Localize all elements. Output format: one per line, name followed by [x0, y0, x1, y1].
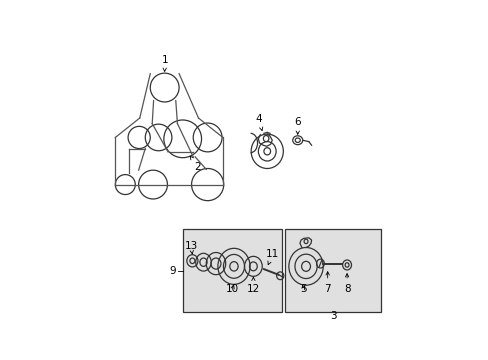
Text: 6: 6	[294, 117, 301, 134]
Text: 5: 5	[299, 284, 306, 293]
Text: 4: 4	[255, 114, 262, 131]
Bar	[285, 229, 380, 312]
Bar	[183, 229, 282, 312]
Text: 2: 2	[190, 156, 201, 172]
Text: 12: 12	[246, 277, 260, 293]
Text: 11: 11	[265, 249, 279, 265]
Text: 10: 10	[225, 284, 239, 293]
Text: 3: 3	[330, 311, 336, 321]
Text: 13: 13	[184, 240, 197, 254]
Text: 9: 9	[169, 266, 176, 276]
Text: 7: 7	[324, 272, 330, 293]
Text: 1: 1	[161, 55, 168, 71]
Text: 8: 8	[343, 274, 350, 293]
